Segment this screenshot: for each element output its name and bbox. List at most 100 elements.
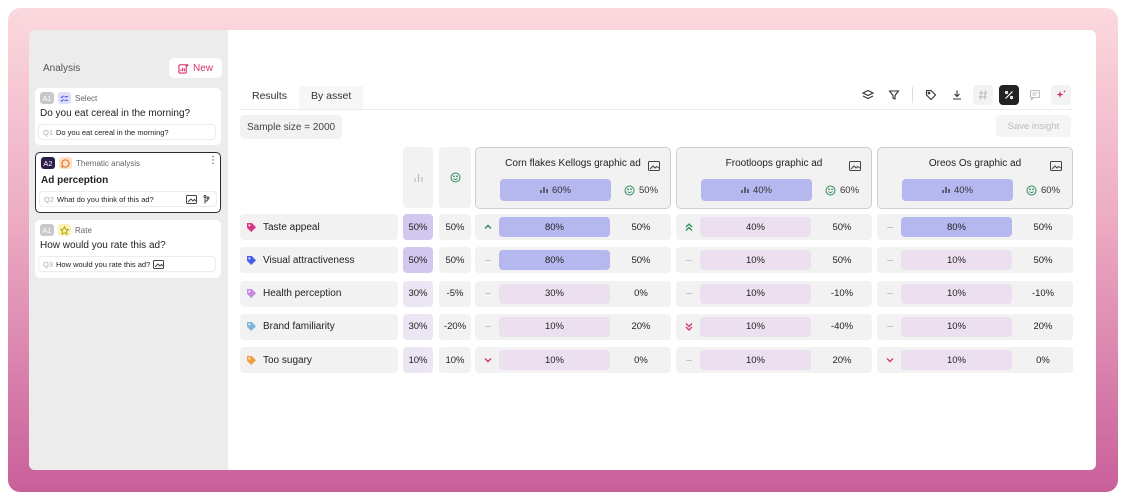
theme-name: Health perception bbox=[263, 288, 342, 300]
layers-icon[interactable] bbox=[858, 85, 878, 105]
chart-plus-icon bbox=[178, 63, 189, 74]
flat-trend-icon: – bbox=[686, 254, 692, 266]
image-icon[interactable] bbox=[1050, 158, 1062, 171]
question-link[interactable]: Q1 Do you eat cereal in the morning? bbox=[38, 124, 216, 140]
smile-icon bbox=[450, 172, 460, 183]
theme-row-label[interactable]: Taste appeal bbox=[240, 214, 398, 240]
asset-value-bar: 10% bbox=[901, 250, 1012, 271]
asset-cell[interactable]: –10% -10% bbox=[676, 280, 872, 307]
asset-sentiment: 60% bbox=[1026, 179, 1060, 201]
analysis-card-thematic[interactable]: A2 Thematic analysis ⋮ Ad perception Q2 … bbox=[35, 152, 221, 213]
asset-share-value: 40% bbox=[752, 184, 772, 196]
asset-cell[interactable]: 10% 0% bbox=[475, 347, 671, 374]
select-icon bbox=[58, 92, 71, 104]
sentiment-column-header[interactable] bbox=[439, 147, 471, 208]
asset-sentiment-value: -10% bbox=[830, 288, 854, 300]
theme-row-label[interactable]: Too sugary bbox=[240, 347, 398, 374]
bar-chart-icon bbox=[942, 186, 950, 194]
chevron-down-icon bbox=[481, 347, 495, 373]
tag-icon bbox=[246, 355, 257, 366]
toolbar bbox=[858, 85, 1071, 105]
app-window: Analysis New A1 Select Do you eat cereal… bbox=[29, 30, 1096, 470]
base-value: 50% bbox=[403, 247, 433, 274]
asset-sentiment-value: 0% bbox=[634, 288, 648, 300]
asset-cell[interactable]: –10% -10% bbox=[877, 280, 1073, 307]
asset-value-bar: 30% bbox=[499, 283, 610, 304]
question-number: Q2 bbox=[44, 194, 55, 204]
asset-column-header[interactable]: Corn flakes Kellogs graphic ad 60% 50% bbox=[475, 147, 671, 209]
sentiment-value: -5% bbox=[439, 280, 471, 307]
more-options-icon[interactable]: ⋮ bbox=[208, 155, 218, 166]
analysis-question: How would you rate this ad? bbox=[40, 240, 166, 251]
analysis-question: Do you eat cereal in the morning? bbox=[40, 108, 191, 119]
asset-value-bar: 10% bbox=[901, 316, 1012, 337]
asset-cell[interactable]: 80% 50% bbox=[475, 214, 671, 240]
asset-sentiment-value: 50% bbox=[631, 221, 651, 233]
asset-sentiment-value: 50% bbox=[639, 184, 659, 196]
asset-sentiment-value: 20% bbox=[832, 354, 852, 366]
asset-cell[interactable]: –30% 0% bbox=[475, 280, 671, 307]
asset-cell[interactable]: –10% 20% bbox=[877, 313, 1073, 340]
hash-icon[interactable] bbox=[973, 85, 993, 105]
smile-icon bbox=[825, 185, 836, 196]
asset-sentiment-value: 60% bbox=[840, 184, 860, 196]
asset-cell[interactable]: –10% 50% bbox=[877, 247, 1073, 274]
star-icon bbox=[58, 224, 71, 236]
asset-cell[interactable]: –10% 20% bbox=[676, 347, 872, 374]
asset-column-header[interactable]: Oreos Os graphic ad 40% 60% bbox=[877, 147, 1073, 209]
download-icon[interactable] bbox=[947, 85, 967, 105]
image-icon[interactable] bbox=[648, 158, 660, 171]
analysis-card-rate[interactable]: A1 Rate How would you rate this ad? Q3 H… bbox=[35, 220, 221, 278]
image-icon bbox=[153, 259, 165, 269]
asset-cell[interactable]: –10% 50% bbox=[676, 247, 872, 274]
asset-cell[interactable]: –10% 20% bbox=[475, 313, 671, 340]
asset-value-bar: 80% bbox=[499, 250, 610, 271]
flat-trend-icon: – bbox=[887, 288, 893, 300]
base-column-header[interactable] bbox=[403, 147, 433, 208]
question-text: Do you eat cereal in the morning? bbox=[56, 127, 169, 137]
theme-name: Too sugary bbox=[263, 354, 312, 366]
save-insight-button[interactable]: Save insight bbox=[996, 115, 1071, 137]
asset-cell[interactable]: 10% 0% bbox=[877, 347, 1073, 374]
tag-icon bbox=[246, 321, 257, 332]
toolbar-separator bbox=[912, 87, 913, 103]
theme-name: Taste appeal bbox=[263, 221, 320, 233]
asset-sentiment-value: 50% bbox=[631, 254, 651, 266]
percent-icon[interactable] bbox=[999, 85, 1019, 105]
sparkle-icon[interactable] bbox=[1051, 85, 1071, 105]
asset-sentiment-value: 50% bbox=[1033, 221, 1053, 233]
theme-row-label[interactable]: Brand familiarity bbox=[240, 313, 398, 340]
asset-name: Frootloops graphic ad bbox=[725, 158, 823, 169]
flat-trend-icon: – bbox=[686, 288, 692, 300]
asset-share-bar: 60% bbox=[500, 179, 611, 201]
tab-results[interactable]: Results bbox=[252, 90, 288, 102]
flat-trend-icon: – bbox=[485, 321, 491, 333]
asset-sentiment-value: -40% bbox=[830, 321, 854, 333]
tag-icon bbox=[246, 222, 257, 233]
asset-share-value: 40% bbox=[953, 184, 973, 196]
theme-row-label[interactable]: Health perception bbox=[240, 280, 398, 307]
image-icon[interactable] bbox=[849, 158, 861, 171]
tab-by-asset[interactable]: By asset bbox=[299, 86, 364, 110]
asset-cell[interactable]: –80% 50% bbox=[475, 247, 671, 274]
analysis-tag: A1 bbox=[40, 92, 54, 104]
base-value: 30% bbox=[403, 280, 433, 307]
new-button-label: New bbox=[192, 62, 213, 74]
filter-icon[interactable] bbox=[884, 85, 904, 105]
asset-column-header[interactable]: Frootloops graphic ad 40% 60% bbox=[676, 147, 872, 209]
results-panel: Results By asset Sample size = 2000 Save… bbox=[240, 30, 1085, 470]
analysis-type: Select bbox=[75, 93, 98, 103]
double-chevron-down-icon bbox=[682, 314, 696, 340]
question-link[interactable]: Q3 How would you rate this ad? bbox=[38, 256, 216, 272]
theme-row-label[interactable]: Visual attractiveness bbox=[240, 247, 398, 274]
new-analysis-button[interactable]: New bbox=[169, 58, 222, 78]
flat-trend-icon: – bbox=[887, 254, 893, 266]
tag-icon[interactable] bbox=[921, 85, 941, 105]
asset-cell[interactable]: 40% 50% bbox=[676, 214, 872, 240]
comment-icon[interactable] bbox=[1025, 85, 1045, 105]
analysis-card-select[interactable]: A1 Select Do you eat cereal in the morni… bbox=[35, 88, 221, 145]
question-link[interactable]: Q2 What do you think of this ad? bbox=[39, 191, 217, 207]
asset-cell[interactable]: –80% 50% bbox=[877, 214, 1073, 240]
bar-chart-icon bbox=[741, 186, 749, 194]
asset-cell[interactable]: 10% -40% bbox=[676, 313, 872, 340]
